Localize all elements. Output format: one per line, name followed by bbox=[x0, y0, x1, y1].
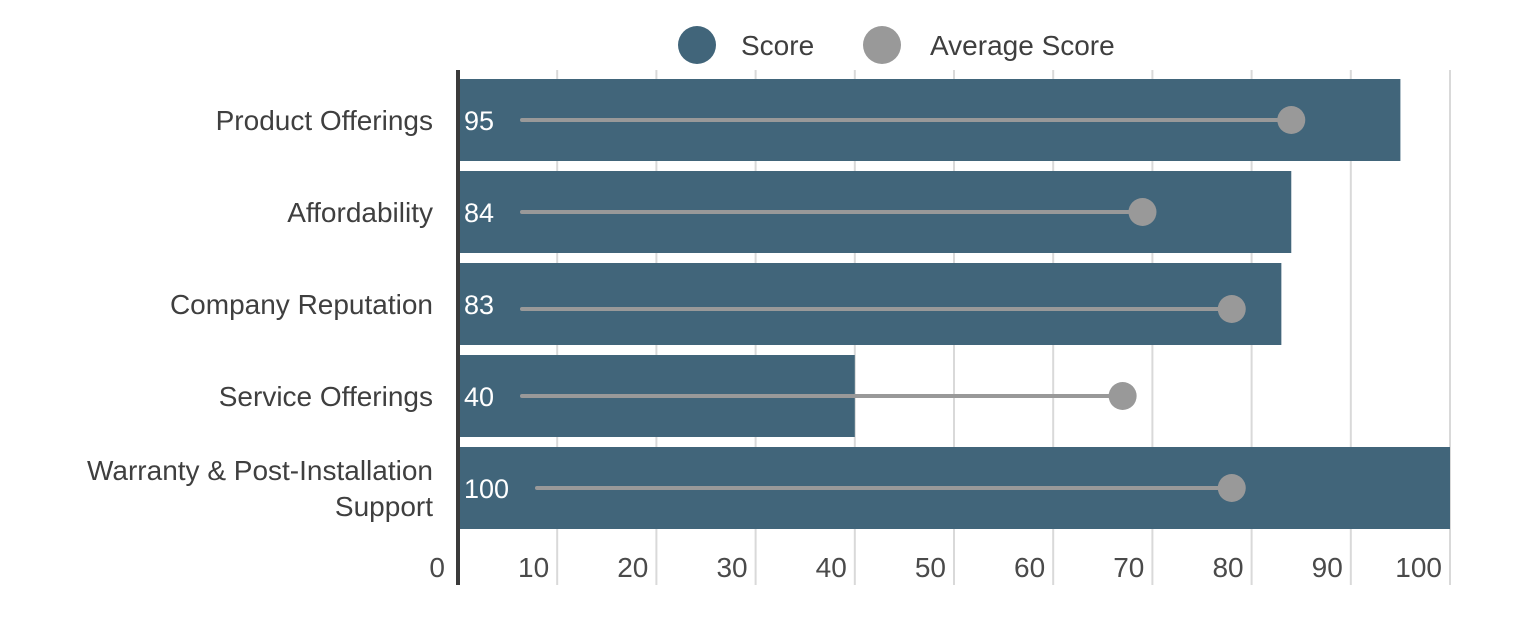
category-label-0: Product Offerings bbox=[216, 105, 433, 136]
legend-label-0: Score bbox=[741, 30, 814, 61]
score-bar-2 bbox=[458, 263, 1282, 345]
x-tick-label-10: 10 bbox=[518, 552, 549, 583]
x-tick-label-30: 30 bbox=[716, 552, 747, 583]
legend: Score Average Score bbox=[678, 26, 1115, 64]
average-marker-4 bbox=[1217, 474, 1246, 502]
category-label-3: Service Offerings bbox=[219, 381, 433, 412]
x-tick-label-50: 50 bbox=[915, 552, 946, 583]
legend-marker-0 bbox=[678, 26, 716, 64]
legend-marker-1 bbox=[863, 26, 901, 64]
average-marker-2 bbox=[1217, 295, 1246, 323]
score-value-label-1: 84 bbox=[464, 198, 494, 228]
x-tick-label-0: 0 bbox=[429, 552, 445, 583]
average-marker-0 bbox=[1277, 106, 1306, 134]
x-tick-label-90: 90 bbox=[1312, 552, 1343, 583]
average-markers bbox=[520, 106, 1306, 502]
legend-label-1: Average Score bbox=[930, 30, 1115, 61]
x-tick-label-80: 80 bbox=[1212, 552, 1243, 583]
average-marker-3 bbox=[1108, 382, 1137, 410]
category-label-2: Company Reputation bbox=[170, 289, 433, 320]
score-value-label-0: 95 bbox=[464, 106, 494, 136]
x-tick-label-40: 40 bbox=[816, 552, 847, 583]
x-tick-label-20: 20 bbox=[617, 552, 648, 583]
x-tick-label-100: 100 bbox=[1395, 552, 1442, 583]
category-label-4: Warranty & Post-Installation Support bbox=[87, 455, 433, 522]
labels: 0 10 20 30 40 50 60 70 80 90 100 95 84 83 40 100 Product… bbox=[87, 70, 1442, 585]
score-value-label-3: 40 bbox=[464, 382, 494, 412]
x-tick-label-60: 60 bbox=[1014, 552, 1045, 583]
bars bbox=[458, 79, 1450, 529]
category-label-1: Affordability bbox=[287, 197, 433, 228]
x-tick-label-70: 70 bbox=[1113, 552, 1144, 583]
score-value-label-4: 100 bbox=[464, 474, 509, 504]
score-value-label-2: 83 bbox=[464, 290, 494, 320]
average-marker-1 bbox=[1128, 198, 1157, 226]
